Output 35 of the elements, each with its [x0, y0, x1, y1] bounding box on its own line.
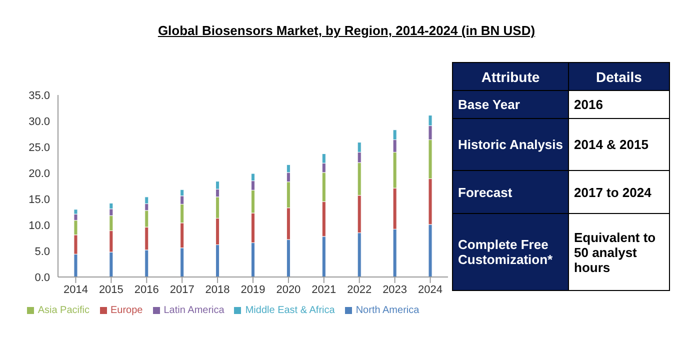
x-tick-label: 2024	[418, 284, 443, 296]
y-tick-label: 35.0	[28, 90, 50, 102]
x-tick-label: 2023	[382, 284, 408, 296]
y-tick-label: 30.0	[28, 116, 50, 128]
legend-label: Europe	[110, 305, 143, 316]
chart-title: Global Biosensors Market, by Region, 2014-2024 (in BN USD)	[156, 23, 536, 38]
y-tick-label: 25.0	[28, 142, 50, 154]
text: 2014 & 2015	[568, 118, 670, 170]
x-tick-label: 2022	[347, 284, 372, 296]
y-tick-label: 0.0	[34, 272, 50, 284]
x-tick-label: 2018	[205, 284, 230, 296]
text: 2016	[568, 90, 670, 118]
legend-label: North America	[356, 305, 420, 316]
x-tick-label: 2015	[98, 284, 124, 296]
legend-label: Asia Pacific	[38, 305, 90, 316]
x-tick-label: 2020	[276, 284, 301, 296]
text: Forecast	[452, 170, 568, 214]
text: Historic Analysis	[452, 118, 568, 170]
y-tick-label: 20.0	[28, 168, 50, 180]
text: Equivalent to 50 analyst hours	[568, 214, 670, 290]
legend-label: Latin America	[164, 305, 224, 316]
x-tick-label: 2016	[134, 284, 159, 296]
x-tick-label: 2014	[63, 284, 88, 296]
text: 2017 to 2024	[568, 170, 670, 214]
y-tick-label: 10.0	[28, 220, 50, 232]
text: Base Year	[452, 90, 568, 118]
y-tick-label: 15.0	[28, 194, 50, 206]
x-tick-label: 2017	[170, 284, 194, 296]
y-tick-label: 5.0	[34, 246, 50, 258]
text: Complete Free Customization*	[452, 214, 568, 290]
x-tick-label: 2019	[240, 284, 266, 296]
legend-label: Middle East & Africa	[245, 305, 335, 316]
text: Attribute	[452, 62, 568, 90]
x-tick-label: 2021	[312, 284, 336, 296]
text: Details	[568, 62, 670, 90]
